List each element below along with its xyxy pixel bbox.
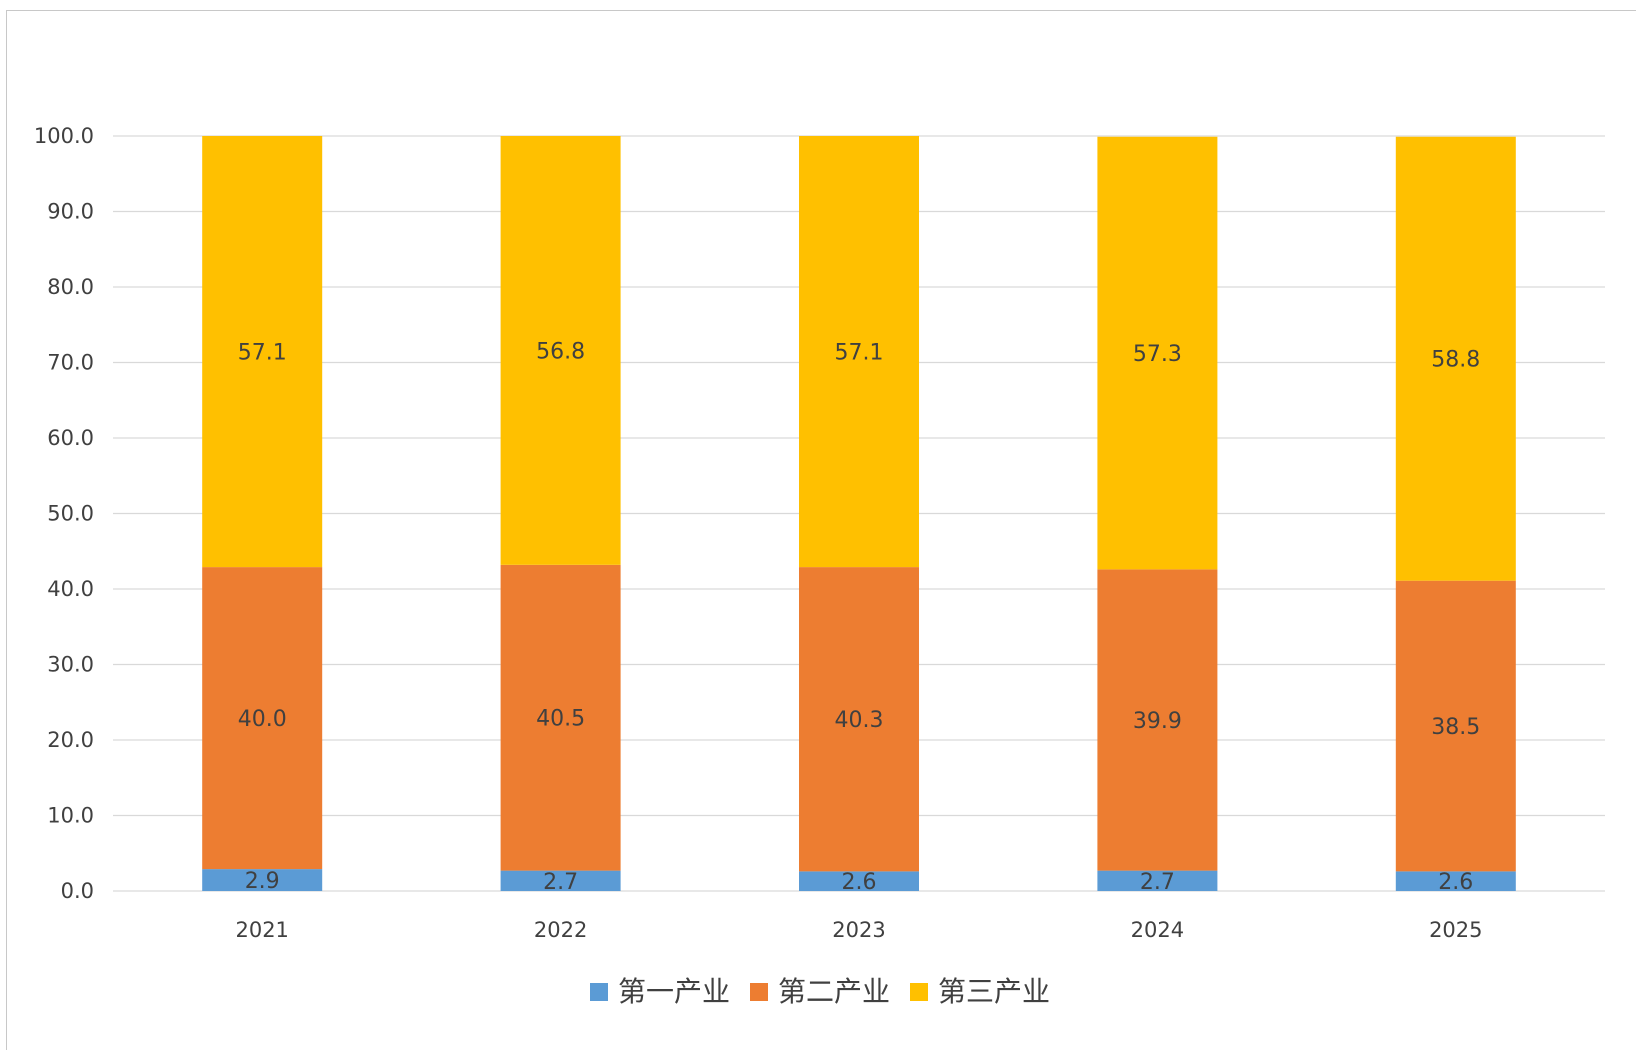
bars <box>202 136 1516 891</box>
x-tick-label: 2021 <box>235 918 288 942</box>
bar-2025-series-2 <box>1395 136 1516 581</box>
bar-2023-series-0 <box>799 871 919 891</box>
bar-2022-series-0 <box>500 870 621 891</box>
data-label: 38.5 <box>1431 715 1480 740</box>
x-tick-label: 2023 <box>832 918 885 942</box>
y-tick-label: 70.0 <box>47 351 94 375</box>
data-label: 57.3 <box>1133 342 1182 367</box>
legend-label: 第一产业 <box>618 975 730 1008</box>
bar-2021-series-0 <box>202 869 323 891</box>
data-label: 2.7 <box>543 870 578 895</box>
bar-2021-series-2 <box>202 136 323 568</box>
x-tick-label: 2025 <box>1429 918 1482 942</box>
y-axis-tick-labels: 0.0 10.0 20.0 30.0 40.0 50.0 60.0 70.0 80.0 90.0 1… <box>34 124 94 903</box>
data-label: 2.6 <box>1438 870 1473 895</box>
x-axis-tick-labels: 2021 2022 2023 2024 2025 <box>235 918 1482 942</box>
data-labels: 2.9 40.0 57.1 2.7 40.5 56.8 2.6 40.3 57.1 2.7 39.9… <box>238 339 1481 895</box>
data-label: 57.1 <box>238 341 287 366</box>
bar-2023-series-1 <box>799 567 919 872</box>
bar-2025-series-0 <box>1395 871 1516 891</box>
data-label: 40.0 <box>238 707 287 732</box>
bar-2022-series-2 <box>500 136 621 565</box>
y-tick-label: 90.0 <box>47 200 94 224</box>
legend-swatch <box>590 983 608 1001</box>
legend-label: 第二产业 <box>778 975 890 1008</box>
y-tick-label: 20.0 <box>47 728 94 752</box>
bar-2023-series-2 <box>799 136 919 568</box>
legend-swatch <box>910 983 928 1001</box>
legend-label: 第三产业 <box>938 975 1050 1008</box>
legend: 第一产业 第二产业 第三产业 <box>590 975 1050 1008</box>
data-label: 40.5 <box>536 707 585 732</box>
data-label: 57.1 <box>835 341 884 366</box>
y-tick-label: 0.0 <box>61 879 94 903</box>
y-tick-label: 10.0 <box>47 804 94 828</box>
bar-2024-series-1 <box>1097 569 1218 871</box>
data-label: 39.9 <box>1133 709 1182 734</box>
y-tick-label: 40.0 <box>47 577 94 601</box>
bar-2022-series-1 <box>500 564 621 871</box>
y-tick-label: 30.0 <box>47 653 94 677</box>
bar-2025-series-1 <box>1395 580 1516 872</box>
x-tick-label: 2024 <box>1131 918 1184 942</box>
y-tick-label: 100.0 <box>34 124 94 148</box>
data-label: 40.3 <box>835 708 884 733</box>
bar-2024-series-0 <box>1097 870 1218 891</box>
legend-swatch <box>750 983 768 1001</box>
y-tick-label: 60.0 <box>47 426 94 450</box>
data-label: 2.6 <box>842 870 877 895</box>
bar-2021-series-1 <box>202 567 323 870</box>
chart-frame <box>6 10 1636 1050</box>
data-label: 56.8 <box>536 339 585 364</box>
y-tick-label: 80.0 <box>47 275 94 299</box>
data-label: 2.9 <box>245 869 280 894</box>
data-label: 2.7 <box>1140 870 1175 895</box>
data-label: 58.8 <box>1431 348 1480 373</box>
bar-2024-series-2 <box>1097 136 1218 570</box>
x-tick-label: 2022 <box>534 918 587 942</box>
y-tick-label: 50.0 <box>47 502 94 526</box>
